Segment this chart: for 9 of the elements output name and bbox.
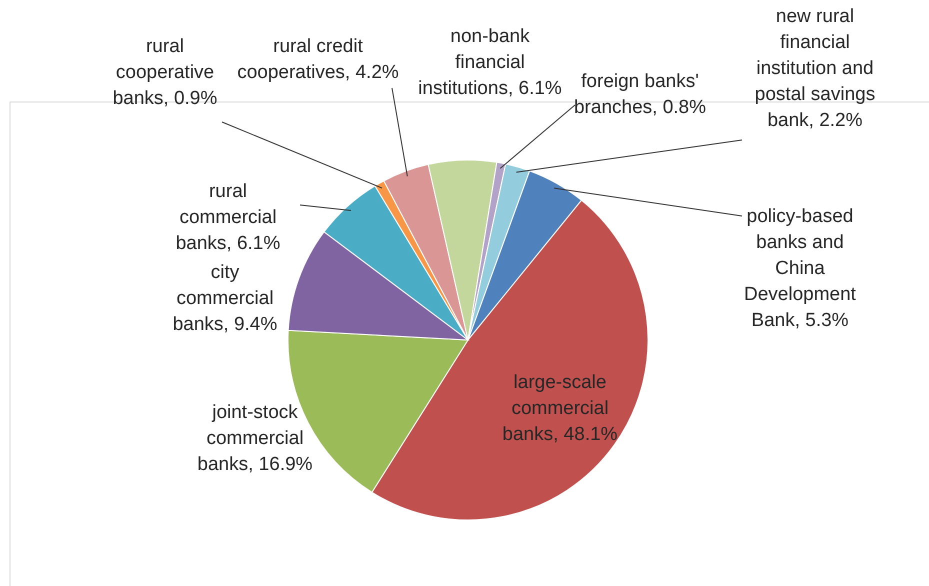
slice-label: joint-stock commercial banks, 16.9% — [197, 402, 313, 475]
slice-label: new rural financial institution and postal savings bank, 2.2% — [754, 6, 876, 131]
slice-label: rural credit cooperatives, 4.2% — [237, 36, 399, 83]
slice-label: non-bank financial institutions, 6.1% — [418, 26, 562, 99]
slice-label: city commercial banks, 9.4% — [172, 262, 278, 335]
slice-label: foreign banks' branches, 0.8% — [574, 71, 706, 118]
slice-label: policy-based banks and China Development Bank, 5.3% — [744, 206, 857, 331]
slice-label: large-scale commercial banks, 48.1% — [502, 372, 618, 445]
slice-label: rural cooperative banks, 0.9% — [112, 36, 218, 109]
